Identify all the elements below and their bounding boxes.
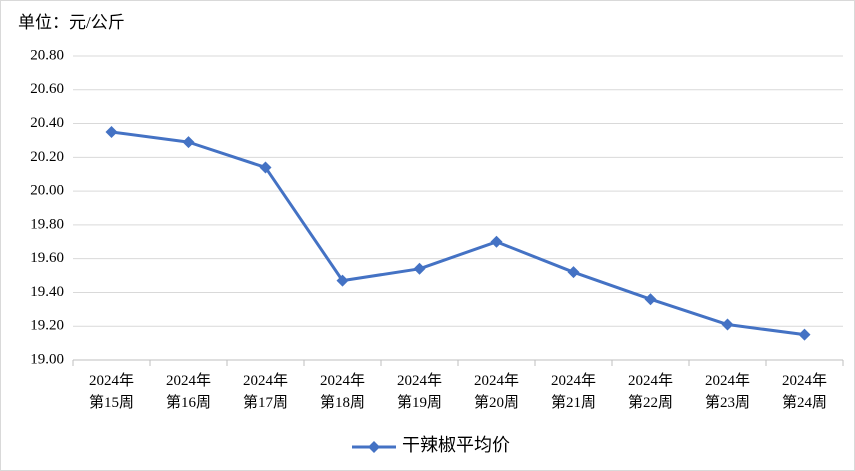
chart-title: 单位：元/公斤: [18, 13, 125, 32]
x-tick-label: 2024年 第21周: [550, 373, 596, 411]
x-tick-label: 2024年 第24周: [781, 373, 827, 411]
y-tick-label: 20.00: [30, 183, 64, 199]
y-tick-label: 20.20: [30, 149, 64, 165]
x-tick-label: 2024年 第23周: [704, 373, 750, 411]
marker: [413, 262, 426, 275]
x-tick-label: 2024年 第16周: [165, 373, 211, 411]
marker: [490, 235, 503, 248]
y-tick-label: 19.40: [30, 284, 64, 300]
legend-label: 干辣椒平均价: [402, 435, 510, 455]
y-tick-label: 19.00: [30, 351, 64, 367]
x-tick-label: 2024年 第22周: [627, 373, 673, 411]
marker: [644, 293, 657, 306]
marker: [721, 318, 734, 331]
y-tick-label: 20.80: [30, 47, 64, 63]
y-tick-label: 20.60: [30, 81, 64, 97]
y-tick-label: 20.40: [30, 115, 64, 131]
marker: [182, 136, 195, 149]
marker: [259, 161, 272, 174]
marker: [336, 274, 349, 287]
y-tick-label: 19.80: [30, 216, 64, 232]
x-tick-label: 2024年 第18周: [319, 373, 365, 411]
x-tick-label: 2024年 第15周: [88, 373, 134, 411]
marker: [567, 266, 580, 279]
x-tick-label: 2024年 第19周: [396, 373, 442, 411]
x-tick-label: 2024年 第20周: [473, 373, 519, 411]
legend-marker: [368, 441, 380, 453]
line: [111, 130, 805, 337]
y-tick-label: 19.60: [30, 250, 64, 266]
marker: [105, 126, 118, 138]
x-tick-label: 2024年 第17周: [242, 373, 288, 411]
y-tick-label: 19.20: [30, 318, 64, 334]
marker: [798, 328, 811, 341]
